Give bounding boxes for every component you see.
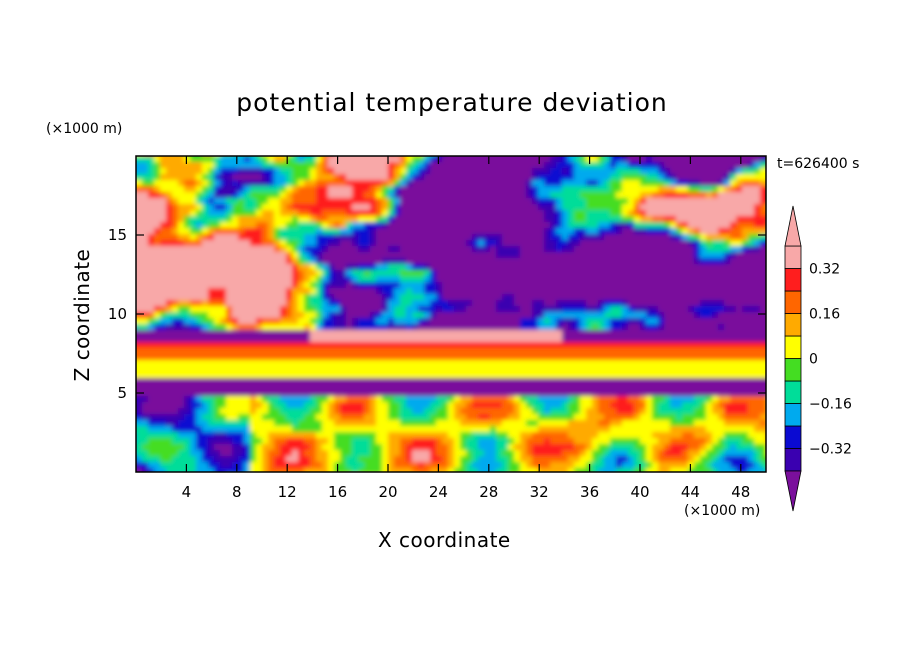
y-tick-label: 10	[108, 305, 127, 323]
x-tick-label: 20	[378, 483, 397, 501]
colorbar-box	[784, 245, 802, 269]
x-tick-label: 16	[328, 483, 347, 501]
x-tick-label: 12	[278, 483, 297, 501]
x-tick-label: 24	[429, 483, 448, 501]
colorbar-box	[784, 358, 802, 382]
colorbar-box	[784, 425, 802, 449]
x-axis-label: X coordinate	[378, 528, 511, 552]
colorbar-tick-label: −0.16	[809, 397, 852, 413]
colorbar-extend-top	[784, 205, 802, 247]
colorbar-tick-label: −0.32	[809, 442, 852, 458]
x-tick-label: 48	[731, 483, 750, 501]
colorbar-box	[784, 335, 802, 359]
time-label: t=626400 s	[777, 156, 860, 172]
x-ticks: 4 8 12 16 20 24 28 32 36 40 44 48	[182, 156, 750, 501]
x-tick-label: 4	[182, 483, 192, 501]
y-tick-label: 5	[117, 384, 127, 402]
temperature-field	[136, 156, 766, 472]
colorbar-tick-label: 0.32	[809, 262, 840, 278]
y-axis-unit: (×1000 m)	[46, 121, 123, 137]
x-tick-label: 32	[530, 483, 549, 501]
colorbar-box	[784, 403, 802, 427]
colorbar-box	[784, 448, 802, 472]
colorbar: 0.32 0.16 0 −0.16 −0.32	[784, 205, 852, 512]
y-tick-label: 15	[108, 226, 127, 244]
x-tick-label: 36	[580, 483, 599, 501]
y-ticks: 5 10 15	[108, 226, 766, 402]
x-tick-label: 40	[630, 483, 649, 501]
colorbar-tick-label: 0.16	[809, 307, 840, 323]
colorbar-box	[784, 290, 802, 314]
colorbar-box	[784, 268, 802, 292]
x-tick-label: 44	[681, 483, 700, 501]
x-tick-label: 28	[479, 483, 498, 501]
colorbar-tick-label: 0	[809, 352, 818, 368]
colorbar-box	[784, 380, 802, 404]
chart-title: potential temperature deviation	[236, 88, 668, 117]
x-tick-label: 8	[232, 483, 242, 501]
colorbar-box	[784, 313, 802, 337]
x-axis-unit: (×1000 m)	[684, 503, 761, 519]
plot-frame	[135, 155, 767, 473]
colorbar-extend-bottom	[784, 470, 802, 512]
